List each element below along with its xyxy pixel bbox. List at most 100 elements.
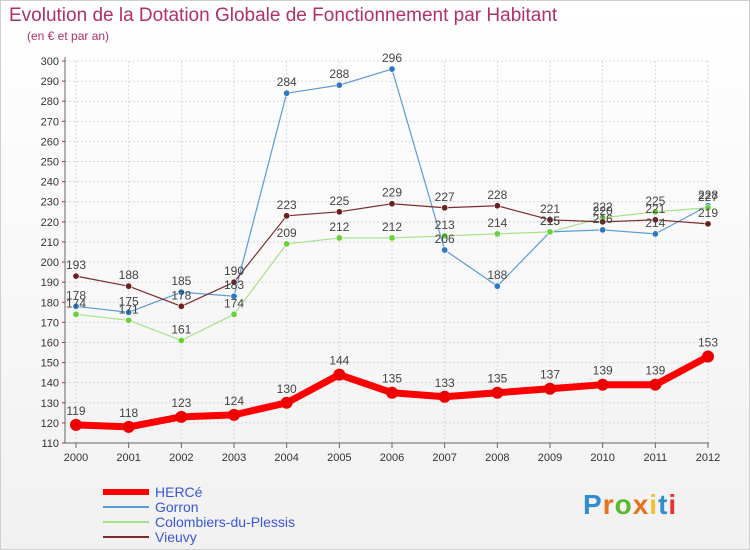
logo-letter: o (614, 489, 633, 520)
logo-letter: i (649, 489, 659, 520)
y-tick-label: 170 (41, 317, 59, 329)
data-label-colombiers-du-plessis: 161 (171, 322, 191, 336)
data-point-gorron (388, 65, 396, 73)
data-label-herc-: 130 (277, 382, 297, 396)
x-tick-label: 2001 (116, 452, 140, 464)
data-point-vieuvy (388, 200, 396, 208)
data-label-gorron: 214 (645, 216, 665, 230)
data-point-herc- (386, 386, 398, 399)
data-label-colombiers-du-plessis: 212 (382, 220, 402, 234)
y-tick-label: 150 (41, 358, 59, 370)
x-tick-label: 2008 (485, 452, 509, 464)
data-point-colombiers-du-plessis (388, 234, 396, 242)
data-label-vieuvy: 219 (698, 206, 718, 220)
data-point-colombiers-du-plessis (704, 204, 712, 212)
data-label-gorron: 206 (435, 232, 455, 246)
data-point-vieuvy (599, 218, 607, 226)
data-label-herc-: 139 (645, 364, 665, 378)
data-point-gorron (283, 89, 291, 97)
data-label-herc-: 139 (593, 364, 613, 378)
data-point-herc- (333, 368, 346, 381)
data-point-herc- (702, 350, 714, 363)
data-point-colombiers-du-plessis (335, 234, 343, 242)
legend-swatch-vieuvy (103, 536, 149, 538)
data-label-vieuvy: 221 (645, 202, 665, 216)
data-label-gorron: 178 (66, 288, 86, 302)
x-tick-label: 2002 (169, 452, 193, 464)
data-label-colombiers-du-plessis: 222 (593, 200, 613, 214)
x-tick-label: 2005 (327, 452, 351, 464)
data-point-colombiers-du-plessis (441, 232, 449, 240)
x-tick-label: 2007 (432, 452, 456, 464)
y-tick-label: 160 (41, 337, 59, 349)
legend-swatch-herce (103, 489, 149, 495)
data-point-vieuvy (72, 272, 80, 280)
y-tick-label: 270 (41, 116, 59, 128)
data-point-vieuvy (283, 212, 291, 220)
data-point-vieuvy (230, 278, 238, 286)
data-label-gorron: 284 (277, 75, 297, 89)
data-label-herc-: 153 (698, 336, 718, 350)
data-label-gorron: 228 (698, 188, 718, 202)
data-point-gorron (177, 288, 185, 296)
data-point-colombiers-du-plessis (230, 310, 238, 318)
legend-label-herce: HERCé (155, 484, 203, 500)
y-tick-label: 180 (41, 297, 59, 309)
logo-letter: P (583, 489, 603, 520)
data-point-colombiers-du-plessis (283, 240, 291, 248)
data-point-colombiers-du-plessis (651, 208, 659, 216)
data-point-gorron (441, 246, 449, 254)
data-label-colombiers-du-plessis: 213 (435, 218, 455, 232)
x-tick-label: 2006 (380, 452, 404, 464)
data-label-vieuvy: 220 (593, 204, 613, 218)
data-label-herc-: 133 (435, 376, 455, 390)
data-point-vieuvy (493, 202, 501, 210)
logo-letter: i (668, 489, 678, 520)
data-label-vieuvy: 178 (171, 288, 191, 302)
data-label-colombiers-du-plessis: 174 (66, 296, 86, 310)
data-label-vieuvy: 190 (224, 264, 244, 278)
x-tick-label: 2003 (222, 452, 246, 464)
data-label-gorron: 188 (487, 268, 507, 282)
chart-subtitle: (en € et par an) (27, 29, 110, 43)
data-label-colombiers-du-plessis: 215 (540, 214, 560, 228)
data-point-vieuvy (651, 216, 659, 224)
data-point-gorron (72, 302, 80, 310)
data-point-vieuvy (125, 282, 133, 290)
data-label-gorron: 288 (329, 67, 349, 81)
data-point-colombiers-du-plessis (72, 310, 80, 318)
data-point-herc- (122, 420, 135, 433)
data-point-herc- (280, 396, 293, 409)
data-point-gorron (651, 230, 659, 238)
x-tick-label: 2012 (696, 452, 720, 464)
chart-title: Evolution de la Dotation Globale de Fonc… (9, 5, 558, 26)
data-label-herc-: 137 (540, 368, 560, 382)
data-point-colombiers-du-plessis (546, 228, 554, 236)
data-point-gorron (493, 282, 501, 290)
data-label-vieuvy: 221 (540, 202, 560, 216)
data-label-gorron: 215 (540, 214, 560, 228)
data-point-herc- (228, 408, 240, 421)
data-label-vieuvy: 223 (277, 198, 297, 212)
data-point-herc- (649, 378, 662, 391)
y-tick-label: 200 (41, 257, 59, 269)
data-label-colombiers-du-plessis: 171 (119, 302, 139, 316)
data-label-gorron: 216 (593, 212, 613, 226)
data-label-colombiers-du-plessis: 174 (224, 296, 244, 310)
y-tick-label: 210 (41, 237, 59, 249)
data-label-herc-: 119 (66, 404, 85, 418)
y-tick-label: 130 (41, 398, 59, 410)
y-tick-label: 250 (41, 157, 59, 169)
data-label-colombiers-du-plessis: 212 (329, 220, 349, 234)
data-point-gorron (599, 226, 607, 234)
data-label-herc-: 118 (119, 406, 138, 420)
data-point-herc- (175, 410, 188, 423)
data-label-vieuvy: 228 (487, 188, 507, 202)
y-tick-label: 280 (41, 96, 59, 108)
x-tick-label: 2004 (274, 452, 298, 464)
data-label-vieuvy: 188 (119, 268, 139, 282)
x-tick-label: 2009 (538, 452, 562, 464)
data-label-herc-: 144 (329, 354, 349, 368)
data-label-vieuvy: 193 (66, 258, 86, 272)
